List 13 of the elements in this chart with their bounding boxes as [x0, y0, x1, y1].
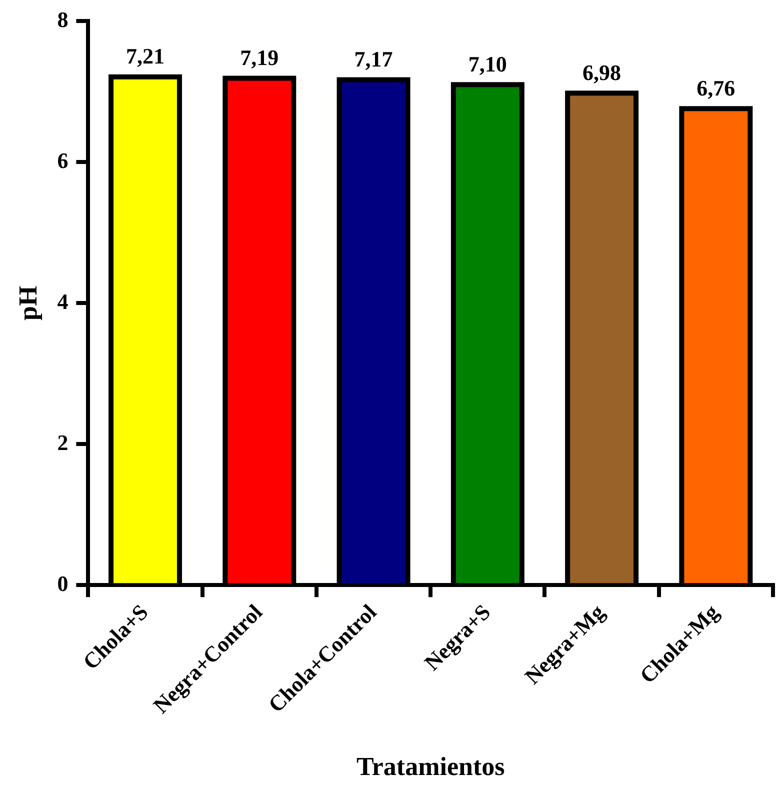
y-tick-label: 0 — [57, 570, 68, 596]
data-label: 7,10 — [468, 51, 507, 76]
x-axis-title: Tratamientos — [356, 752, 505, 782]
data-label: 6,76 — [696, 75, 736, 100]
y-tick-label: 8 — [57, 6, 68, 32]
data-label: 7,19 — [240, 44, 279, 70]
data-label: 6,98 — [582, 60, 622, 85]
y-tick-label: 6 — [57, 148, 68, 173]
y-axis-title: pH — [13, 286, 42, 320]
y-tick-label: 2 — [57, 430, 68, 455]
data-label: 7,17 — [354, 46, 393, 72]
data-label: 7,21 — [126, 44, 165, 69]
y-tick-label: 4 — [57, 288, 68, 314]
